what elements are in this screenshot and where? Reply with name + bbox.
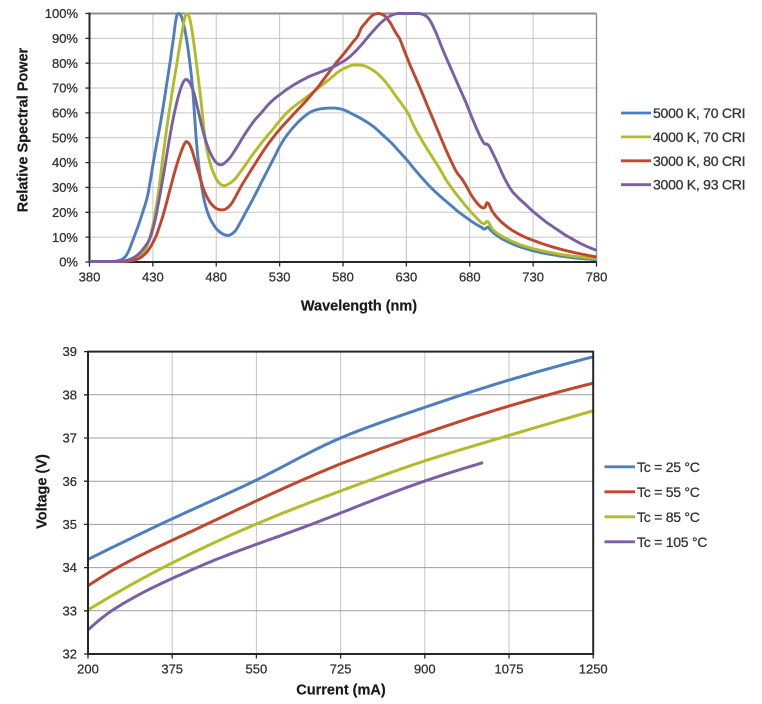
svg-text:34: 34 — [63, 560, 77, 575]
svg-text:550: 550 — [246, 662, 268, 677]
svg-text:4000 K, 70 CRI: 4000 K, 70 CRI — [653, 129, 745, 145]
svg-text:20%: 20% — [52, 205, 78, 220]
svg-text:Voltage (V): Voltage (V) — [34, 454, 50, 529]
svg-text:725: 725 — [330, 662, 352, 677]
svg-text:380: 380 — [79, 270, 101, 285]
svg-text:730: 730 — [522, 270, 544, 285]
svg-text:80%: 80% — [52, 56, 78, 71]
svg-text:50%: 50% — [52, 130, 78, 145]
svg-text:39: 39 — [63, 344, 77, 359]
svg-text:5000 K, 70 CRI: 5000 K, 70 CRI — [653, 105, 745, 121]
svg-text:375: 375 — [161, 662, 183, 677]
svg-text:40%: 40% — [52, 155, 78, 170]
svg-text:200: 200 — [77, 662, 99, 677]
svg-text:Tc = 55 °C: Tc = 55 °C — [637, 484, 700, 500]
svg-text:580: 580 — [332, 270, 354, 285]
svg-text:60%: 60% — [52, 106, 78, 121]
svg-text:480: 480 — [205, 270, 227, 285]
svg-text:3000 K, 80 CRI: 3000 K, 80 CRI — [653, 153, 745, 169]
svg-text:0%: 0% — [59, 255, 78, 270]
svg-text:3000 K, 93 CRI: 3000 K, 93 CRI — [653, 177, 745, 193]
svg-text:32: 32 — [63, 647, 77, 662]
svg-text:Wavelength (nm): Wavelength (nm) — [301, 299, 417, 315]
svg-text:530: 530 — [269, 270, 291, 285]
svg-text:36: 36 — [63, 474, 77, 489]
svg-text:33: 33 — [63, 603, 77, 618]
svg-text:1075: 1075 — [495, 662, 524, 677]
svg-text:1250: 1250 — [579, 662, 608, 677]
svg-text:Tc = 85 °C: Tc = 85 °C — [637, 509, 700, 525]
svg-text:Tc = 25 °C: Tc = 25 °C — [637, 459, 700, 475]
svg-text:70%: 70% — [52, 81, 78, 96]
svg-text:100%: 100% — [45, 6, 79, 21]
svg-text:630: 630 — [396, 270, 418, 285]
svg-text:780: 780 — [586, 270, 608, 285]
svg-text:37: 37 — [63, 431, 77, 446]
svg-text:430: 430 — [142, 270, 164, 285]
svg-text:38: 38 — [63, 387, 77, 402]
svg-text:35: 35 — [63, 517, 77, 532]
svg-text:900: 900 — [414, 662, 436, 677]
svg-text:Tc = 105 °C: Tc = 105 °C — [637, 534, 707, 550]
svg-text:10%: 10% — [52, 230, 78, 245]
svg-text:90%: 90% — [52, 31, 78, 46]
svg-text:Relative Spectral Power: Relative Spectral Power — [15, 47, 31, 212]
svg-text:30%: 30% — [52, 180, 78, 195]
svg-text:Current (mA): Current (mA) — [296, 683, 386, 699]
svg-text:680: 680 — [459, 270, 481, 285]
